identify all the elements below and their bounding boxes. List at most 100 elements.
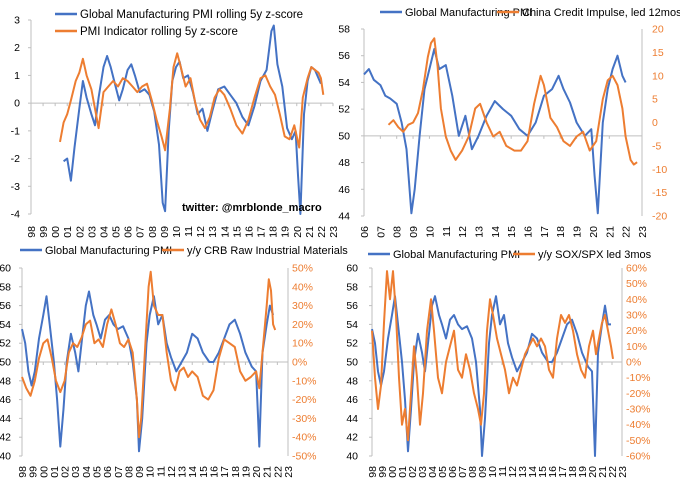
x-tick-label: 12: [457, 226, 469, 238]
x-tick-label: 98: [17, 466, 29, 478]
y-tick-label: 50: [346, 357, 358, 369]
y-tick-label: 58: [338, 24, 350, 36]
y2-tick-label: -40%: [292, 432, 317, 444]
y2-tick-label: 50%: [626, 278, 647, 290]
y2-tick-label: -60%: [626, 451, 651, 463]
y-tick-label: 42: [346, 432, 358, 444]
x-tick-label: 12: [166, 466, 178, 478]
x-tick-label: 20: [292, 226, 304, 238]
x-tick-label: 06: [102, 466, 114, 478]
x-tick-label: 11: [497, 466, 509, 477]
x-tick-label: 10: [145, 466, 157, 478]
y2-tick-label: 30%: [626, 310, 647, 322]
legend-label: PMI Indicator rolling 5y z-score: [80, 26, 238, 38]
legend-label: y/y SOX/SPX led 3mos: [538, 249, 652, 261]
x-tick-label: 09: [159, 226, 171, 238]
x-tick-label: 04: [427, 466, 439, 478]
series-line-orange: [59, 52, 325, 152]
y-tick-label: 44: [346, 413, 358, 425]
x-tick-label: 23: [617, 466, 629, 478]
x-tick-label: 20: [251, 466, 263, 478]
x-tick-label: 07: [135, 226, 147, 238]
y-tick-label: 58: [0, 281, 11, 293]
legend-label: Global Manufacturing PMI: [45, 245, 172, 257]
x-tick-label: 00: [387, 466, 399, 478]
y-tick-label: 46: [346, 394, 358, 406]
y2-tick-label: -50%: [626, 435, 651, 447]
x-tick-label: 14: [187, 466, 199, 478]
x-tick-label: 19: [577, 466, 589, 478]
legend-label: Global Manufacturing PMI: [393, 249, 520, 261]
y-tick-label: 58: [346, 281, 358, 293]
x-tick-label: 05: [437, 466, 449, 478]
y-tick-label: 44: [338, 211, 350, 223]
x-tick-label: 03: [417, 466, 429, 478]
series-line-blue: [63, 24, 322, 215]
y-tick-label: 44: [0, 413, 11, 425]
y-tick-label: 48: [338, 157, 350, 169]
x-tick-label: 23: [637, 226, 649, 238]
x-tick-label: 03: [86, 226, 98, 238]
x-tick-label: 03: [70, 466, 82, 478]
x-tick-label: 09: [134, 466, 146, 478]
y2-tick-label: -15: [652, 187, 667, 199]
x-tick-label: 19: [280, 226, 292, 238]
panel-p3: 40 42 44 46 48 50 52 54 56 58 60 -50% -40% -30% -20% -1…: [0, 245, 348, 478]
y-tick-label: 46: [338, 184, 350, 196]
x-tick-label: 05: [111, 226, 123, 238]
y2-tick-label: 40%: [626, 294, 647, 306]
x-tick-label: 18: [567, 466, 579, 478]
x-tick-label: 08: [123, 466, 135, 478]
y-tick-label: 1: [14, 70, 20, 82]
x-tick-label: 01: [397, 466, 409, 478]
y2-tick-label: 0: [652, 117, 658, 129]
y-tick-label: 2: [14, 42, 20, 54]
y-tick-label: -2: [11, 153, 20, 165]
series-line-orange: [21, 270, 277, 439]
legend-label: China Credit Impulse, led 12mos: [522, 7, 680, 19]
x-tick-label: 05: [91, 466, 103, 478]
series-line-orange: [371, 270, 614, 442]
y-tick-label: 52: [346, 338, 358, 350]
y2-tick-label: -50%: [292, 451, 317, 463]
x-tick-label: 21: [262, 466, 274, 478]
x-tick-label: 21: [597, 466, 609, 478]
x-tick-label: 08: [392, 226, 404, 238]
x-tick-label: 98: [367, 466, 379, 478]
x-tick-label: 19: [572, 226, 584, 238]
y-tick-label: 46: [0, 394, 11, 406]
x-tick-label: 13: [473, 226, 485, 238]
x-tick-label: 20: [587, 466, 599, 478]
x-tick-label: 17: [219, 466, 231, 478]
x-tick-label: 23: [328, 226, 340, 238]
y2-tick-label: 20%: [292, 319, 313, 331]
x-tick-label: 16: [209, 466, 221, 478]
y2-tick-label: 0%: [292, 357, 307, 369]
y-tick-label: 3: [14, 15, 20, 27]
y2-tick-label: -30%: [292, 413, 317, 425]
x-tick-label: 00: [50, 226, 62, 238]
y2-tick-label: 50%: [292, 263, 313, 275]
x-tick-label: 07: [113, 466, 125, 478]
x-tick-label: 11: [441, 226, 453, 237]
x-tick-label: 02: [407, 466, 419, 478]
x-tick-label: 22: [316, 226, 328, 238]
x-tick-label: 21: [604, 226, 616, 238]
x-tick-label: 06: [447, 466, 459, 478]
y-tick-label: 54: [338, 77, 350, 89]
x-tick-label: 10: [424, 226, 436, 238]
y2-tick-label: 10: [652, 70, 664, 82]
x-tick-label: 11: [183, 226, 195, 237]
x-tick-label: 21: [304, 226, 316, 238]
y2-tick-label: 10%: [626, 341, 647, 353]
y2-tick-label: 20%: [626, 325, 647, 337]
y-tick-label: 42: [0, 432, 11, 444]
y-tick-label: 48: [346, 375, 358, 387]
y2-tick-label: -40%: [626, 419, 651, 431]
x-tick-label: 14: [490, 226, 502, 238]
y-tick-label: 56: [346, 300, 358, 312]
x-tick-label: 23: [283, 466, 295, 478]
y-tick-label: -4: [11, 209, 20, 221]
x-tick-label: 15: [198, 466, 210, 478]
